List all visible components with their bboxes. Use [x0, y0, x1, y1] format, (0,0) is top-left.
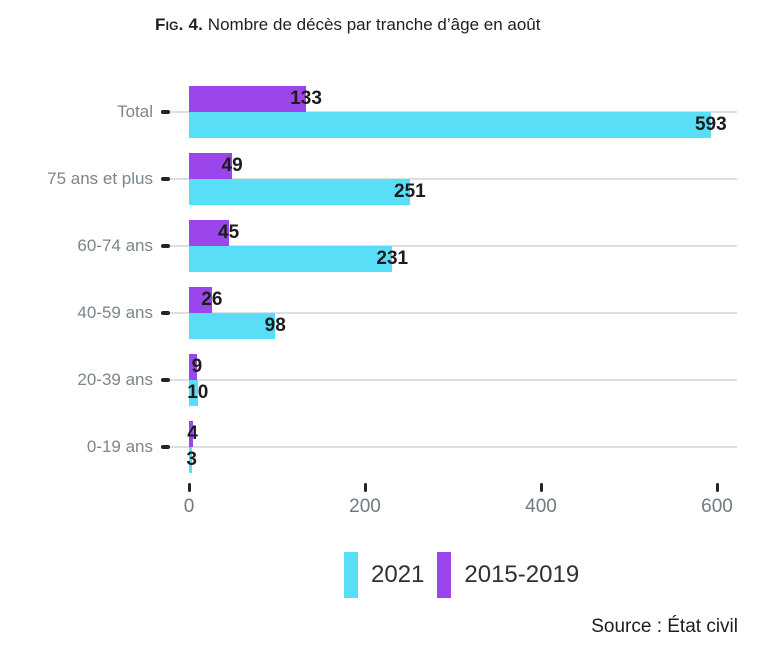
x-axis-tick [187, 483, 191, 492]
category-label: 20-39 ans [77, 370, 153, 389]
x-axis-tick-label: 200 [349, 496, 381, 517]
category-gridline [161, 446, 737, 448]
x-axis-tick-label: 0 [183, 496, 195, 517]
source-caption: Source : État civil [591, 616, 738, 637]
category-label: Total [117, 102, 153, 121]
x-axis-tick [539, 483, 543, 492]
category-tick [161, 177, 170, 181]
bar-2021 [189, 246, 393, 272]
value-label: 251 [394, 181, 426, 202]
category-label: 0-19 ans [86, 437, 153, 456]
legend-swatch-2015-2019 [437, 552, 452, 598]
figure-title: Fig. 4. Nombre de décès par tranche d’âg… [155, 13, 540, 37]
value-label: 10 [187, 382, 209, 403]
bar-2021 [189, 380, 198, 406]
value-label: 98 [264, 315, 286, 336]
value-label: 9 [191, 356, 203, 377]
bar-2021 [189, 313, 276, 339]
value-label: 231 [376, 248, 409, 269]
value-label: 593 [694, 114, 727, 135]
category-gridline [161, 379, 737, 381]
value-label: 49 [221, 155, 243, 176]
figure-title-text: Nombre de décès par tranche d’âge en aoû… [203, 15, 541, 34]
category-tick [161, 378, 170, 382]
bar-2015-2019 [189, 287, 212, 313]
category-gridline [161, 178, 737, 180]
x-axis-tick-label: 400 [525, 496, 557, 517]
x-axis-tick [363, 483, 367, 492]
category-label: 60-74 ans [77, 236, 153, 255]
bar-2015-2019 [189, 220, 229, 246]
legend-label-2021: 2021 [371, 561, 425, 588]
category-tick [161, 445, 170, 449]
bar-2015-2019 [189, 421, 193, 447]
x-axis-tick [715, 483, 719, 492]
bar-2021 [189, 112, 711, 138]
value-label: 26 [201, 289, 223, 310]
category-label: 40-59 ans [77, 303, 153, 322]
figure-number: Fig. 4. [155, 15, 204, 34]
x-axis-tick-label: 600 [701, 496, 733, 517]
bar-2015-2019 [189, 354, 197, 380]
category-tick [161, 110, 170, 114]
category-label: 75 ans et plus [47, 169, 153, 188]
value-label: 45 [218, 222, 240, 243]
legend-label-2015-2019: 2015-2019 [464, 561, 580, 588]
value-label: 4 [187, 423, 198, 444]
category-tick [161, 311, 170, 315]
bar-2015-2019 [189, 86, 307, 112]
chart-legend: 2021 2015-2019 [344, 552, 579, 598]
category-tick [161, 244, 170, 248]
category-gridline [161, 245, 737, 247]
value-label: 133 [290, 88, 322, 109]
category-gridline [161, 312, 737, 314]
bar-2021 [189, 447, 192, 473]
value-label: 3 [186, 449, 197, 470]
bar-2021 [189, 179, 410, 205]
legend-swatch-2021 [344, 552, 358, 598]
bar-2015-2019 [189, 153, 233, 179]
